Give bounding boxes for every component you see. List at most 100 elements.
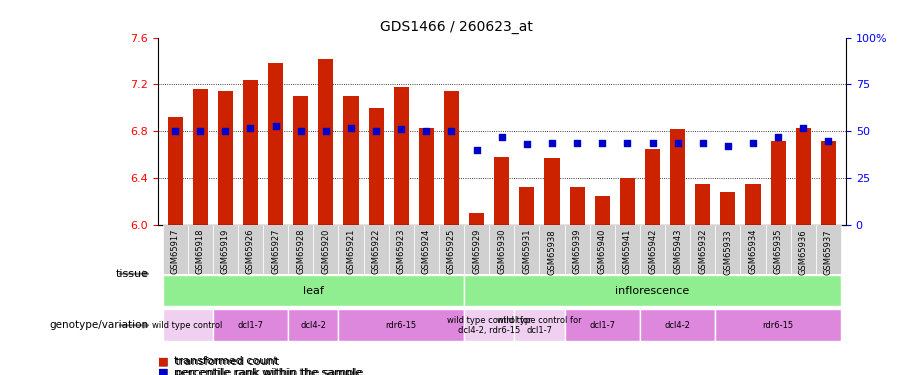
- Text: GSM65921: GSM65921: [346, 229, 356, 274]
- Text: GSM65943: GSM65943: [673, 229, 682, 274]
- Bar: [695, 184, 710, 225]
- Text: wild type control for
dcl1-7: wild type control for dcl1-7: [497, 316, 581, 335]
- Text: GSM65919: GSM65919: [220, 229, 230, 274]
- FancyBboxPatch shape: [464, 275, 841, 306]
- FancyBboxPatch shape: [338, 309, 464, 341]
- Point: [570, 140, 584, 146]
- Text: dcl4-2: dcl4-2: [301, 321, 326, 330]
- Point: [319, 128, 333, 134]
- Point: [821, 138, 835, 144]
- Point: [419, 128, 434, 134]
- Text: ■  transformed count: ■ transformed count: [158, 356, 279, 366]
- Point: [721, 143, 735, 149]
- FancyBboxPatch shape: [766, 225, 791, 274]
- Text: GSM65927: GSM65927: [271, 229, 280, 274]
- Text: GSM65918: GSM65918: [195, 229, 204, 274]
- FancyBboxPatch shape: [288, 309, 338, 341]
- Text: GSM65933: GSM65933: [724, 229, 733, 274]
- Text: GDS1466 / 260623_at: GDS1466 / 260623_at: [381, 20, 533, 34]
- FancyBboxPatch shape: [640, 225, 665, 274]
- Text: GSM65934: GSM65934: [749, 229, 758, 274]
- Point: [595, 140, 609, 146]
- Text: GSM65923: GSM65923: [397, 229, 406, 274]
- Text: GSM65931: GSM65931: [522, 229, 531, 274]
- Bar: [544, 158, 560, 225]
- Text: dcl1-7: dcl1-7: [238, 321, 264, 330]
- Point: [796, 124, 811, 130]
- Point: [696, 140, 710, 146]
- Text: dcl4-2: dcl4-2: [665, 321, 690, 330]
- Point: [746, 140, 760, 146]
- Text: GSM65936: GSM65936: [799, 229, 808, 274]
- Bar: [167, 117, 183, 225]
- Text: tissue: tissue: [115, 269, 148, 279]
- FancyBboxPatch shape: [640, 309, 716, 341]
- Bar: [821, 141, 836, 225]
- Text: GSM65940: GSM65940: [598, 229, 607, 274]
- FancyBboxPatch shape: [716, 225, 741, 274]
- Text: GSM65942: GSM65942: [648, 229, 657, 274]
- Bar: [620, 178, 634, 225]
- Text: GSM65925: GSM65925: [447, 229, 456, 274]
- FancyBboxPatch shape: [464, 225, 490, 274]
- Text: GSM65932: GSM65932: [698, 229, 707, 274]
- Bar: [418, 128, 434, 225]
- Text: GSM65937: GSM65937: [824, 229, 832, 274]
- FancyBboxPatch shape: [815, 225, 841, 274]
- FancyBboxPatch shape: [564, 309, 640, 341]
- Bar: [444, 92, 459, 225]
- FancyBboxPatch shape: [163, 309, 212, 341]
- Text: GSM65917: GSM65917: [171, 229, 180, 274]
- FancyBboxPatch shape: [338, 225, 364, 274]
- FancyBboxPatch shape: [288, 225, 313, 274]
- Text: GSM65926: GSM65926: [246, 229, 255, 274]
- Text: rdr6-15: rdr6-15: [386, 321, 417, 330]
- Text: transformed count: transformed count: [174, 356, 277, 366]
- Bar: [519, 188, 535, 225]
- Text: ■: ■: [158, 356, 168, 366]
- Bar: [344, 96, 358, 225]
- FancyBboxPatch shape: [716, 309, 841, 341]
- Bar: [670, 129, 685, 225]
- Bar: [770, 141, 786, 225]
- FancyBboxPatch shape: [439, 225, 464, 274]
- Text: GSM65938: GSM65938: [547, 229, 556, 274]
- Bar: [469, 213, 484, 225]
- FancyBboxPatch shape: [212, 225, 238, 274]
- Bar: [193, 89, 208, 225]
- Text: dcl1-7: dcl1-7: [590, 321, 616, 330]
- Text: leaf: leaf: [303, 286, 324, 296]
- Text: GSM65920: GSM65920: [321, 229, 330, 274]
- Text: percentile rank within the sample: percentile rank within the sample: [174, 368, 362, 375]
- Text: inflorescence: inflorescence: [616, 286, 689, 296]
- Point: [218, 128, 232, 134]
- Point: [445, 128, 459, 134]
- Bar: [243, 80, 258, 225]
- Bar: [293, 96, 309, 225]
- FancyBboxPatch shape: [690, 225, 716, 274]
- Point: [519, 141, 534, 147]
- Bar: [645, 149, 660, 225]
- Point: [670, 140, 685, 146]
- FancyBboxPatch shape: [414, 225, 439, 274]
- Text: ■: ■: [158, 368, 168, 375]
- Text: GSM65929: GSM65929: [472, 229, 482, 274]
- FancyBboxPatch shape: [791, 225, 815, 274]
- FancyBboxPatch shape: [389, 225, 414, 274]
- Bar: [393, 87, 409, 225]
- FancyBboxPatch shape: [163, 225, 188, 274]
- Bar: [570, 188, 585, 225]
- Point: [394, 126, 409, 132]
- FancyBboxPatch shape: [238, 225, 263, 274]
- Text: GSM65928: GSM65928: [296, 229, 305, 274]
- Text: genotype/variation: genotype/variation: [50, 320, 148, 330]
- FancyBboxPatch shape: [539, 225, 564, 274]
- FancyBboxPatch shape: [741, 225, 766, 274]
- Bar: [745, 184, 760, 225]
- Bar: [796, 128, 811, 225]
- Bar: [319, 58, 333, 225]
- Text: GSM65930: GSM65930: [497, 229, 506, 274]
- FancyBboxPatch shape: [514, 309, 564, 341]
- Bar: [218, 92, 233, 225]
- Point: [620, 140, 634, 146]
